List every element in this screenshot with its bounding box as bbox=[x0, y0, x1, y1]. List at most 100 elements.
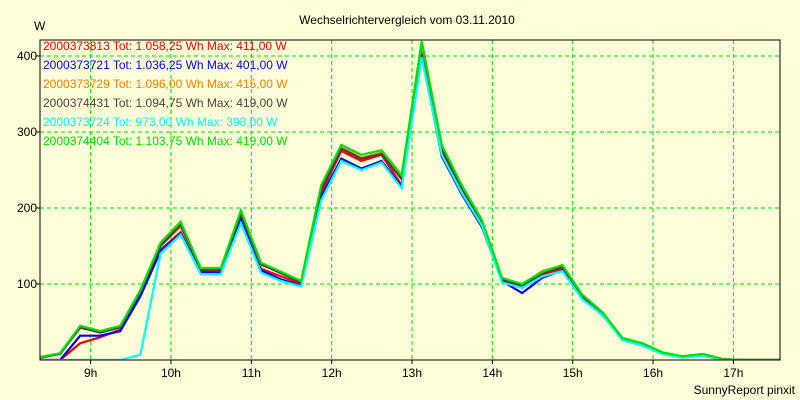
x-tick-label: 13h bbox=[402, 366, 422, 380]
legend-entry: 2000373721 Tot: 1.036,25 Wh Max: 401,00 … bbox=[43, 58, 288, 72]
data-point bbox=[199, 273, 202, 275]
data-point bbox=[440, 153, 443, 156]
data-point bbox=[260, 271, 262, 274]
legend: 2000373813 Tot: 1.058,25 Wh Max: 411,00 … bbox=[43, 39, 288, 148]
data-point bbox=[420, 56, 423, 59]
data-point bbox=[481, 224, 483, 227]
x-tick-label: 15h bbox=[563, 366, 583, 380]
x-tick-label: 10h bbox=[161, 366, 181, 380]
data-point bbox=[561, 270, 564, 272]
data-point bbox=[99, 334, 102, 337]
data-point bbox=[400, 174, 403, 177]
data-point bbox=[300, 285, 302, 288]
legend-entry: 2000373724 Tot: 973,00 Wh Max: 398,00 W bbox=[43, 115, 278, 129]
data-point bbox=[461, 184, 463, 186]
data-point bbox=[380, 153, 383, 155]
footer-credit: SunnyReport pinxit bbox=[694, 383, 796, 397]
x-tick-label: 11h bbox=[242, 366, 261, 380]
data-point bbox=[461, 191, 463, 194]
data-point bbox=[501, 281, 503, 284]
series-lines bbox=[40, 40, 784, 361]
data-point bbox=[240, 222, 242, 224]
data-point bbox=[541, 271, 543, 273]
data-point bbox=[360, 157, 363, 160]
data-point bbox=[280, 280, 282, 282]
data-point bbox=[219, 273, 222, 275]
data-point bbox=[521, 283, 523, 285]
grid bbox=[40, 40, 780, 360]
data-point bbox=[601, 314, 604, 316]
data-point bbox=[79, 334, 81, 337]
data-point bbox=[79, 324, 81, 327]
data-point bbox=[521, 292, 523, 294]
data-point bbox=[702, 353, 704, 355]
data-point bbox=[420, 40, 423, 43]
data-point bbox=[380, 161, 383, 164]
data-point bbox=[240, 217, 242, 220]
x-tick-label: 16h bbox=[643, 366, 663, 380]
legend-entry: 2000374404 Tot: 1.103,75 Wh Max: 419,00 … bbox=[43, 134, 288, 148]
data-point bbox=[340, 157, 343, 160]
x-tick-label: 17h bbox=[723, 366, 743, 380]
legend-entry: 2000373813 Tot: 1.058,25 Wh Max: 411,00 … bbox=[43, 39, 287, 53]
chart-title: Wechselrichtervergleich vom 03.11.2010 bbox=[299, 13, 515, 27]
data-point bbox=[320, 195, 323, 198]
data-point bbox=[159, 242, 162, 244]
y-tick-label: 400 bbox=[17, 49, 37, 63]
data-point bbox=[199, 267, 202, 269]
data-point bbox=[219, 267, 222, 269]
data-point bbox=[260, 261, 262, 264]
data-point bbox=[541, 275, 543, 278]
x-tick-label: 9h bbox=[84, 366, 97, 380]
data-point bbox=[179, 220, 182, 223]
data-point bbox=[782, 359, 784, 361]
data-point bbox=[400, 187, 403, 190]
data-point bbox=[159, 252, 162, 255]
data-point bbox=[681, 355, 684, 357]
data-point bbox=[440, 144, 443, 146]
data-point bbox=[681, 356, 684, 359]
data-point bbox=[601, 311, 604, 313]
data-point bbox=[581, 298, 584, 300]
x-tick-label: 12h bbox=[322, 366, 342, 380]
data-point bbox=[501, 277, 503, 279]
data-point bbox=[59, 352, 61, 354]
data-point bbox=[340, 160, 343, 162]
data-point bbox=[782, 359, 784, 361]
data-point bbox=[641, 344, 644, 347]
data-point bbox=[481, 219, 483, 221]
x-tick-label: 14h bbox=[482, 366, 502, 380]
data-point bbox=[340, 144, 343, 146]
data-point bbox=[380, 149, 383, 152]
series-line-5 bbox=[40, 41, 780, 360]
data-point bbox=[521, 284, 523, 287]
y-tick-label: 200 bbox=[17, 201, 37, 215]
y-tick-label: 100 bbox=[17, 277, 37, 291]
data-point bbox=[360, 153, 363, 156]
data-point bbox=[581, 293, 584, 296]
series-line-4 bbox=[40, 57, 780, 360]
data-point bbox=[641, 342, 644, 345]
data-point bbox=[782, 359, 784, 361]
axis-ticks: 100 200 300 400 9h 10h 11h 12h 13h 14h 15h 16h 17h bbox=[17, 49, 743, 380]
y-axis-label: W bbox=[34, 19, 46, 33]
data-point bbox=[99, 330, 102, 332]
legend-entry: 2000374431 Tot: 1.094,75 Wh Max: 419,00 … bbox=[43, 96, 288, 110]
data-point bbox=[320, 184, 323, 186]
data-point bbox=[119, 324, 122, 327]
data-point bbox=[139, 289, 142, 291]
data-point bbox=[340, 147, 343, 150]
legend-entry: 2000373729 Tot: 1.096,00 Wh Max: 415,00 … bbox=[43, 77, 288, 91]
data-point bbox=[621, 339, 624, 342]
data-point bbox=[561, 264, 564, 266]
data-point bbox=[300, 280, 302, 282]
data-point bbox=[139, 353, 142, 356]
data-point bbox=[199, 268, 202, 271]
data-point bbox=[280, 275, 282, 278]
data-point bbox=[139, 295, 142, 297]
data-point bbox=[99, 331, 102, 334]
plot-border bbox=[39, 39, 781, 361]
data-point bbox=[240, 209, 242, 212]
data-point bbox=[179, 233, 182, 236]
